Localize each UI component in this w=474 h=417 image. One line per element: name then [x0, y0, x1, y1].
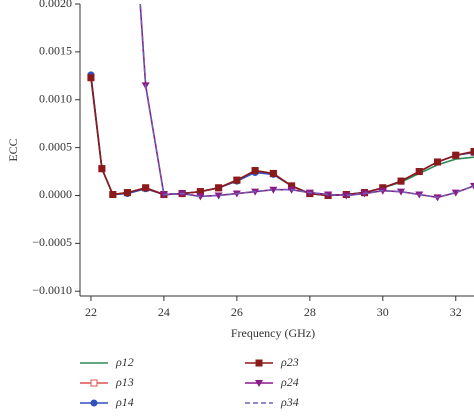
legend-label: ρ13	[115, 375, 134, 389]
marker	[251, 167, 259, 175]
series-line	[90, 75, 474, 197]
marker	[233, 176, 241, 184]
marker	[123, 189, 131, 197]
y-tick-label: 0.0005	[39, 139, 72, 153]
marker	[397, 188, 406, 196]
series-line	[139, 4, 474, 199]
x-tick-label: 28	[304, 305, 316, 319]
y-tick-label: 0.0015	[39, 44, 72, 58]
legend-marker	[255, 359, 263, 367]
legend-marker	[255, 380, 263, 387]
series-line	[90, 76, 474, 197]
marker	[415, 168, 423, 176]
marker	[470, 147, 474, 155]
marker	[98, 165, 106, 173]
plot-area	[87, 4, 474, 202]
legend-label: ρ12	[115, 355, 134, 369]
x-tick-label: 24	[158, 305, 170, 319]
marker	[109, 191, 117, 199]
x-tick-label: 32	[450, 305, 462, 319]
legend-marker	[90, 399, 98, 407]
marker	[269, 169, 277, 177]
legend-label: ρ23	[280, 355, 299, 369]
marker	[452, 151, 460, 159]
series-line	[90, 74, 474, 197]
marker	[324, 191, 333, 199]
marker	[470, 182, 474, 190]
legend-label: ρ24	[280, 375, 299, 389]
legend-label: ρ14	[115, 395, 134, 409]
x-tick-label: 22	[85, 305, 97, 319]
marker	[214, 192, 223, 200]
y-tick-label: −0.0010	[32, 283, 72, 297]
marker	[434, 158, 442, 166]
marker	[397, 177, 405, 185]
y-tick-label: 0.0020	[39, 0, 72, 10]
x-axis-label: Frequency (GHz)	[231, 326, 315, 340]
y-tick-label: −0.0005	[32, 235, 72, 249]
marker	[342, 192, 351, 200]
series-line	[90, 77, 474, 197]
marker	[142, 184, 150, 192]
x-tick-label: 26	[231, 305, 243, 319]
legend-marker	[90, 379, 98, 387]
marker	[288, 182, 296, 190]
y-axis-label: ECC	[6, 138, 20, 161]
x-tick-label: 30	[377, 305, 389, 319]
marker	[269, 186, 278, 194]
y-tick-label: 0.0010	[39, 91, 72, 105]
marker	[87, 74, 95, 82]
legend-label: ρ34	[280, 395, 299, 409]
series-line	[139, 4, 474, 199]
marker	[215, 184, 223, 192]
marker	[196, 188, 204, 196]
y-tick-label: 0.0000	[39, 187, 72, 201]
